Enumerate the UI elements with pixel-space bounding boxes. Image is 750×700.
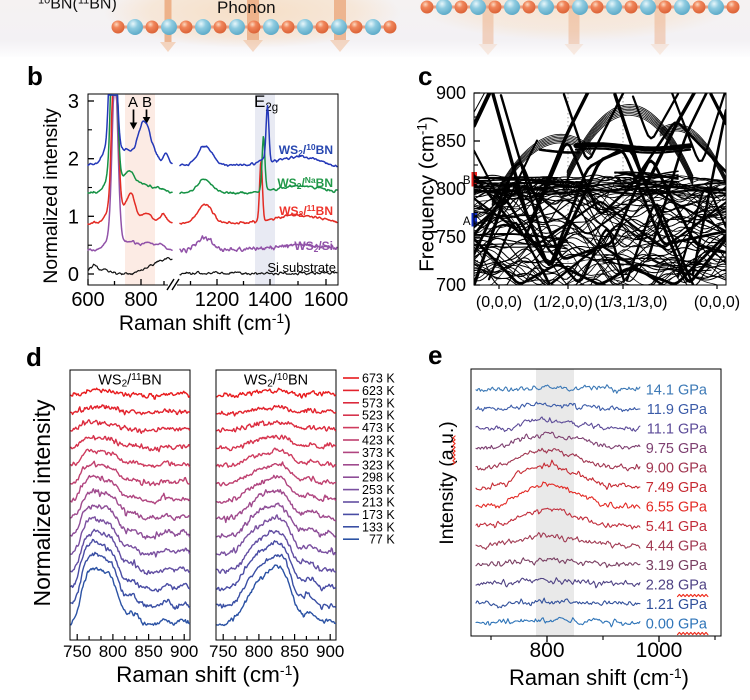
- svg-text:Intensity (a.u.): Intensity (a.u.): [436, 421, 458, 545]
- svg-text:850: 850: [436, 131, 466, 151]
- svg-text:e: e: [428, 340, 442, 370]
- svg-text:WS2/11BN: WS2/11BN: [279, 203, 333, 219]
- svg-text:2.28 GPa: 2.28 GPa: [646, 578, 708, 594]
- svg-text:(1/2,0,0): (1/2,0,0): [533, 294, 593, 311]
- svg-text:WS2/10BN: WS2/10BN: [279, 142, 333, 158]
- svg-text:Si substrate: Si substrate: [267, 260, 336, 275]
- svg-text:77 K: 77 K: [362, 533, 395, 547]
- svg-text:750: 750: [209, 642, 237, 661]
- svg-text:253 K: 253 K: [362, 483, 395, 497]
- svg-text:800: 800: [124, 289, 157, 311]
- svg-text:Frequency (cm-1): Frequency (cm-1): [415, 116, 439, 272]
- svg-text:Normalized intensity: Normalized intensity: [40, 108, 62, 284]
- svg-text:573 K: 573 K: [362, 396, 395, 410]
- svg-text:B: B: [463, 175, 471, 187]
- svg-text:9.75 GPa: 9.75 GPa: [646, 441, 708, 457]
- svg-text:673 K: 673 K: [362, 372, 395, 386]
- svg-text:10BN(11BN): 10BN(11BN): [38, 0, 117, 13]
- svg-text:Raman shift (cm-1): Raman shift (cm-1): [116, 662, 300, 687]
- svg-text:600: 600: [71, 289, 104, 311]
- svg-text:1000: 1000: [636, 639, 683, 662]
- svg-text:473 K: 473 K: [362, 421, 395, 435]
- svg-text:WS2/10BN: WS2/10BN: [244, 372, 308, 390]
- svg-text:800: 800: [245, 642, 273, 661]
- svg-text:9.00 GPa: 9.00 GPa: [646, 461, 708, 477]
- svg-text:173 K: 173 K: [362, 508, 395, 522]
- svg-text:B: B: [142, 94, 152, 111]
- svg-text:11.9 GPa: 11.9 GPa: [647, 402, 708, 418]
- svg-text:423 K: 423 K: [362, 434, 395, 448]
- svg-text:900: 900: [170, 642, 198, 661]
- svg-text:d: d: [26, 342, 42, 372]
- svg-text:1600: 1600: [304, 289, 349, 311]
- svg-text:A: A: [463, 216, 471, 228]
- svg-text:11.1 GPa: 11.1 GPa: [647, 422, 708, 438]
- svg-text:(0,0,0): (0,0,0): [476, 294, 522, 311]
- svg-text:c: c: [418, 61, 432, 91]
- svg-text:850: 850: [134, 642, 162, 661]
- svg-text:0.00 GPa: 0.00 GPa: [646, 617, 708, 633]
- svg-text:Normalized intensity: Normalized intensity: [29, 399, 55, 607]
- svg-text:4.44 GPa: 4.44 GPa: [646, 539, 708, 555]
- svg-text:Raman shift (cm-1): Raman shift (cm-1): [509, 665, 689, 690]
- svg-text:1200: 1200: [195, 289, 240, 311]
- svg-text:2: 2: [68, 149, 79, 171]
- svg-text:750: 750: [63, 642, 91, 661]
- svg-text:1400: 1400: [248, 289, 293, 311]
- svg-text:900: 900: [316, 642, 344, 661]
- svg-text:Raman shift (cm-1): Raman shift (cm-1): [119, 310, 291, 335]
- svg-text:1: 1: [68, 206, 79, 228]
- svg-text:Phonon: Phonon: [217, 0, 276, 17]
- svg-text:298 K: 298 K: [362, 471, 395, 485]
- svg-text:800: 800: [529, 639, 564, 662]
- svg-text:1.21 GPa: 1.21 GPa: [646, 597, 708, 613]
- svg-text:133 K: 133 K: [362, 520, 395, 534]
- svg-text:WS2/11BN: WS2/11BN: [98, 372, 162, 390]
- svg-text:(1/3,1/3,0): (1/3,1/3,0): [595, 294, 668, 311]
- svg-text:14.1 GPa: 14.1 GPa: [646, 383, 708, 399]
- svg-text:3.19 GPa: 3.19 GPa: [646, 558, 708, 574]
- svg-text:623 K: 623 K: [362, 384, 395, 398]
- svg-text:323 K: 323 K: [362, 458, 395, 472]
- svg-text:523 K: 523 K: [362, 409, 395, 423]
- svg-text:850: 850: [280, 642, 308, 661]
- svg-text:A: A: [128, 94, 138, 111]
- svg-text:900: 900: [436, 83, 466, 103]
- svg-text:800: 800: [99, 642, 127, 661]
- svg-text:6.55 GPa: 6.55 GPa: [646, 500, 708, 516]
- svg-text:750: 750: [436, 227, 466, 247]
- svg-text:5.41 GPa: 5.41 GPa: [646, 519, 708, 535]
- svg-text:0: 0: [68, 264, 79, 286]
- svg-text:700: 700: [436, 275, 466, 295]
- svg-text:7.49 GPa: 7.49 GPa: [646, 480, 708, 496]
- svg-text:800: 800: [436, 179, 466, 199]
- svg-text:3: 3: [68, 91, 79, 113]
- svg-text:373 K: 373 K: [362, 446, 395, 460]
- svg-text:213 K: 213 K: [362, 496, 395, 510]
- svg-text:(0,0,0): (0,0,0): [694, 294, 740, 311]
- svg-text:b: b: [27, 61, 43, 91]
